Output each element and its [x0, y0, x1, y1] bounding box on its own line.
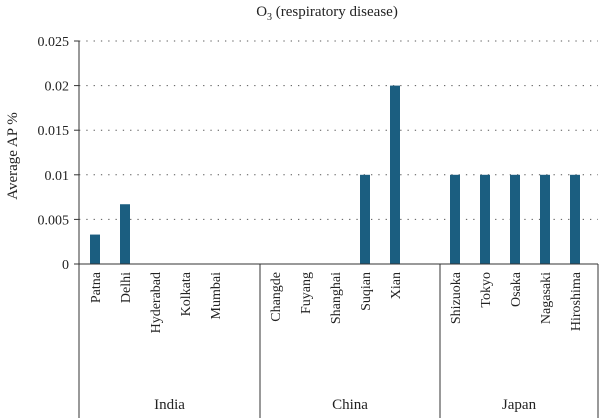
y-tick-label: 0.025: [38, 35, 70, 50]
category-label-mumbai: Mumbai: [209, 272, 224, 320]
bar-osaka: [510, 174, 520, 264]
category-label-hyderabad: Hyderabad: [149, 272, 164, 333]
category-label-delhi: Delhi: [119, 272, 134, 303]
category-label-hiroshima: Hiroshima: [569, 271, 584, 331]
bar-nagasaki: [540, 174, 550, 264]
category-label-osaka: Osaka: [509, 271, 524, 307]
bar-tokyo: [480, 174, 490, 264]
chart-title: O3 (respiratory disease): [256, 4, 398, 23]
category-label-kolkata: Kolkata: [179, 271, 194, 316]
y-tick-label: 0.005: [38, 213, 70, 228]
axes: [74, 40, 599, 418]
y-tick-label: 0.015: [38, 124, 70, 139]
category-label-xian: Xian: [389, 272, 404, 299]
y-tick-label: 0.02: [45, 80, 70, 95]
bars: [90, 85, 580, 264]
bar-delhi: [120, 204, 130, 264]
labels: 0 0.005 0.01 0.015 0.02 0.025 Patna Delhi Hydera…: [38, 35, 585, 413]
group-label-china: China: [332, 397, 368, 413]
bar-hiroshima: [570, 174, 580, 264]
bar-patna: [90, 234, 100, 264]
category-label-nagasaki: Nagasaki: [539, 272, 554, 324]
category-label-changde: Changde: [269, 272, 284, 322]
y-tick-label: 0.01: [45, 169, 70, 184]
group-label-india: India: [154, 397, 185, 413]
group-label-japan: Japan: [502, 397, 537, 413]
category-label-tokyo: Tokyo: [479, 272, 494, 308]
category-label-patna: Patna: [89, 271, 104, 303]
category-label-fuyang: Fuyang: [299, 272, 314, 314]
bar-xian: [390, 85, 400, 264]
gridlines: [79, 40, 598, 220]
y-axis-label: Average AP %: [5, 112, 21, 199]
y-tick-label: 0: [62, 258, 69, 273]
category-label-shizuoka: Shizuoka: [449, 271, 464, 324]
category-label-suqian: Suqian: [359, 272, 374, 311]
bar-shizuoka: [450, 174, 460, 264]
category-label-shanghai: Shanghai: [329, 272, 344, 324]
bar-suqian: [360, 174, 370, 264]
